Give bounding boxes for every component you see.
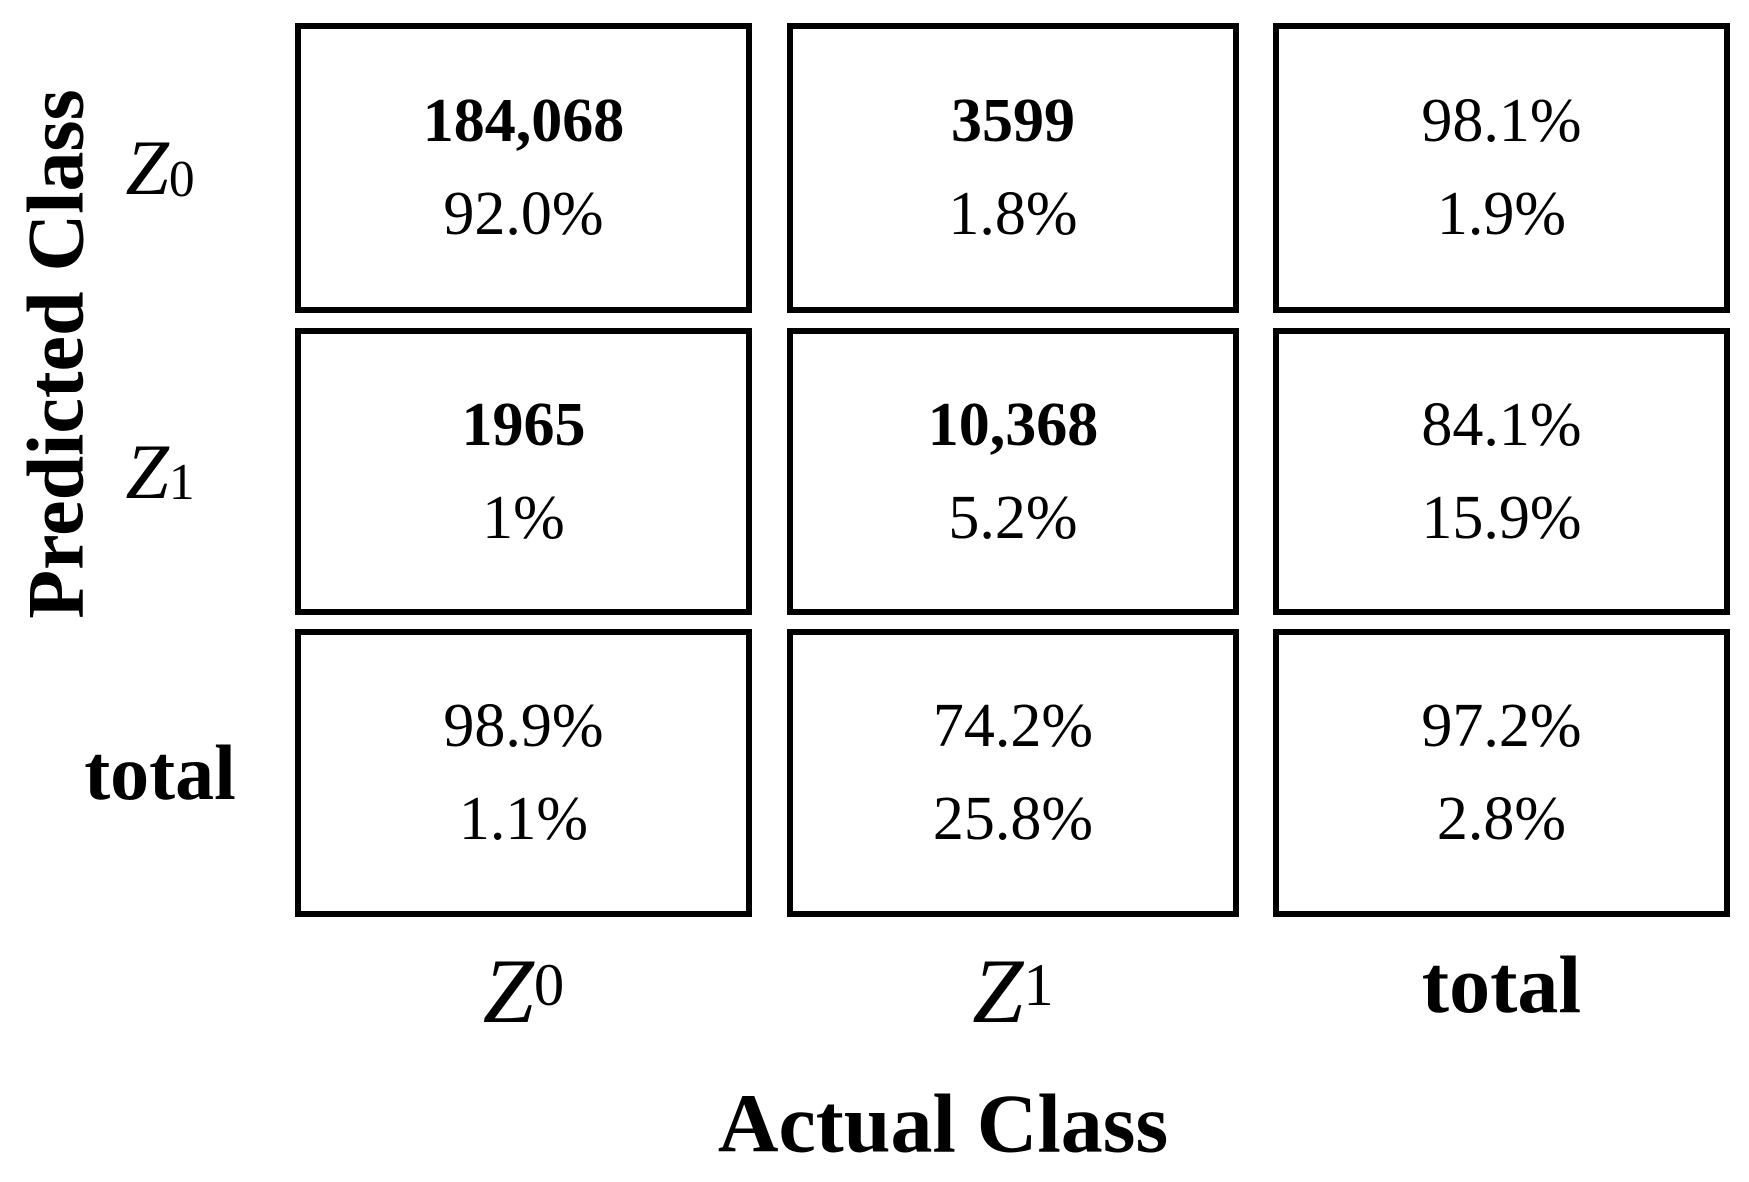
- cell-percent: 92.0%: [443, 180, 604, 248]
- cell-pred-z0-actual-z0: 184,068 92.0%: [295, 23, 752, 313]
- col-label-total-text: total: [1421, 939, 1582, 1030]
- x-axis-title: Actual Class: [717, 1077, 1169, 1171]
- cell-pred-z1-actual-z1: 10,368 5.2%: [787, 328, 1239, 615]
- col-label-z0-base: Z: [482, 940, 534, 1042]
- cell-percent-secondary: 25.8%: [932, 785, 1094, 853]
- cell-percent: 5.2%: [948, 483, 1078, 552]
- cell-pred-z1-actual-z0: 1965 1%: [295, 328, 752, 615]
- cell-pred-z0-actual-z1: 3599 1.8%: [787, 23, 1239, 313]
- cell-total-actual-z0: 98.9% 1.1%: [295, 629, 752, 917]
- cell-percent: 1%: [482, 483, 565, 552]
- cell-percent-secondary: 1.9%: [1436, 180, 1567, 248]
- cell-pred-z1-total: 84.1% 15.9%: [1273, 328, 1730, 615]
- row-label-z1-subscript: 1: [168, 454, 195, 512]
- cell-count: 184,068: [422, 87, 625, 155]
- row-label-z0-base: Z: [125, 124, 169, 211]
- cell-percent-secondary: 2.8%: [1436, 785, 1567, 853]
- row-label-z1-base: Z: [125, 427, 169, 515]
- cell-percent-primary: 98.1%: [1421, 87, 1582, 155]
- row-label-total: total: [40, 629, 280, 917]
- cell-percent-secondary: 1.1%: [458, 785, 589, 853]
- cell-count: 1965: [461, 390, 586, 459]
- cell-count: 3599: [951, 87, 1075, 155]
- cell-total-total: 97.2% 2.8%: [1273, 629, 1730, 917]
- cell-percent-secondary: 15.9%: [1421, 483, 1582, 552]
- col-label-z1-base: Z: [972, 940, 1024, 1042]
- cell-total-actual-z1: 74.2% 25.8%: [787, 629, 1239, 917]
- col-label-z0-subscript: 0: [533, 952, 565, 1020]
- cell-percent-primary: 97.2%: [1421, 692, 1582, 760]
- col-label-z1-subscript: 1: [1023, 952, 1054, 1020]
- cell-percent: 1.8%: [948, 180, 1078, 248]
- cell-percent-primary: 98.9%: [443, 692, 604, 760]
- row-label-total-text: total: [84, 729, 236, 816]
- cell-pred-z0-total: 98.1% 1.9%: [1273, 23, 1730, 313]
- cell-percent-primary: 84.1%: [1421, 390, 1582, 459]
- cell-count: 10,368: [927, 390, 1099, 459]
- row-label-z0-subscript: 0: [168, 150, 195, 208]
- col-label-total: total: [1273, 938, 1730, 1053]
- cell-percent-primary: 74.2%: [932, 692, 1094, 760]
